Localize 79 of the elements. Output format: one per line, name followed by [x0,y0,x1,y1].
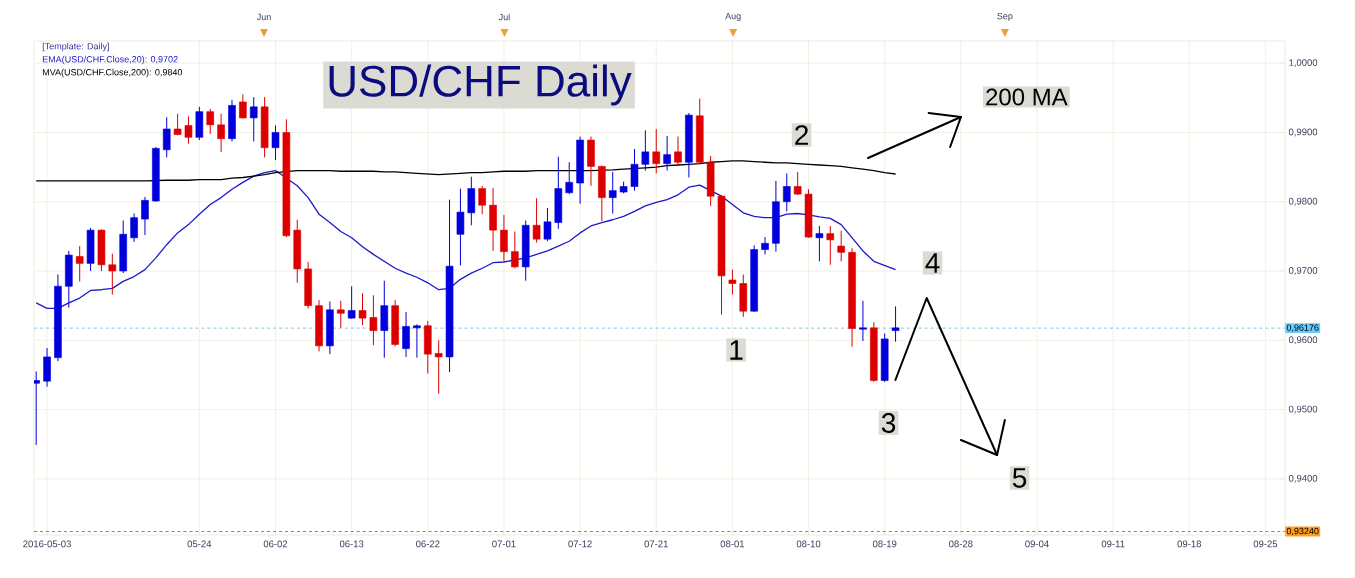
candlestick [565,161,573,195]
y-tick-label: 0,9500 [1288,405,1318,414]
candlestick [456,188,465,266]
x-tick-label: 08-19 [872,540,897,548]
candlestick [652,128,661,174]
x-tick-label: 07-21 [644,540,668,548]
candlestick [837,230,845,262]
candlestick [402,311,410,358]
x-tick-label: 2016-05-03 [23,540,71,548]
x-tick-label: 06-02 [263,540,288,548]
candlestick [728,269,737,296]
text: MVA(USD/CHF.Close,200): 0,9840 [42,68,183,78]
candlestick [674,136,682,165]
candlestick [783,172,791,212]
candlestick [663,135,671,172]
annotation: 200 MA [986,88,1068,106]
y-tick-label: 0,9800 [1288,197,1318,206]
x-tick-label: 05-24 [187,540,212,548]
candlestick [206,108,215,135]
annotation: [Template: Daily] [42,42,109,52]
x-tick-label: 09-04 [1025,540,1049,548]
candlestick [543,207,552,242]
ref-line-label: 0,96176 [1286,324,1319,332]
text: Sep [997,12,1013,22]
candlestick [434,339,443,395]
y-tick-label: 1,0000 [1289,59,1318,68]
annotation: 5 [1012,468,1027,488]
candlestick [249,96,258,142]
x-tick-label: 09-25 [1253,540,1278,548]
candlestick [108,253,117,296]
candlestick [336,300,345,329]
candlestick [511,231,519,269]
y-tick-label: 0,9400 [1288,474,1318,483]
candlestick [358,292,367,326]
x-tick-label: 08-01 [720,540,745,548]
candlestick [347,285,356,320]
y-tick-label: 0,9900 [1288,128,1318,137]
candlestick [478,185,486,215]
candlestick [630,148,639,192]
y-tick-label: 0,9600 [1288,336,1318,345]
candlestick [141,196,149,236]
annotation: 3 [881,413,896,433]
text: USD/CHF Daily [329,64,632,106]
candlestick [75,245,84,282]
candlestick [641,129,650,172]
candlestick [184,116,193,145]
candlestick [793,171,802,196]
candlestick [239,93,247,120]
x-tick-label: 09-18 [1177,540,1202,548]
candlestick [500,214,508,262]
annotation: 1 [730,340,743,360]
x-tick-label: 07-01 [492,540,516,548]
text: Aug [725,12,741,22]
text: EMA(USD/CHF.Close,20): 0,9702 [42,55,178,65]
candlestick [162,116,171,158]
text: Jun [256,13,271,21]
candlestick [369,294,378,346]
candlestick [413,323,421,359]
annotation: 2 [795,125,808,145]
candlestick [859,300,867,342]
text: Jul [498,13,510,21]
y-tick-label: 0,9700 [1288,267,1318,275]
x-tick-label: 08-10 [796,540,821,548]
x-tick-label: 07-12 [568,540,592,548]
annotation: 4 [925,253,940,273]
candlestick [608,171,617,215]
x-tick-label: 06-22 [416,540,440,548]
x-tick-label: 08-28 [949,540,973,548]
ref-line-label: 0,93240 [1286,527,1319,536]
x-tick-label: 06-13 [339,540,364,548]
candlestick [761,236,769,255]
candlestick [891,305,900,343]
candlestick [532,197,541,244]
x-tick-label: 09-11 [1101,540,1125,548]
candlestick [217,113,225,153]
candlestick [826,225,835,266]
candlestick [271,125,280,161]
candlestick [130,213,138,243]
candlestick [815,225,824,262]
